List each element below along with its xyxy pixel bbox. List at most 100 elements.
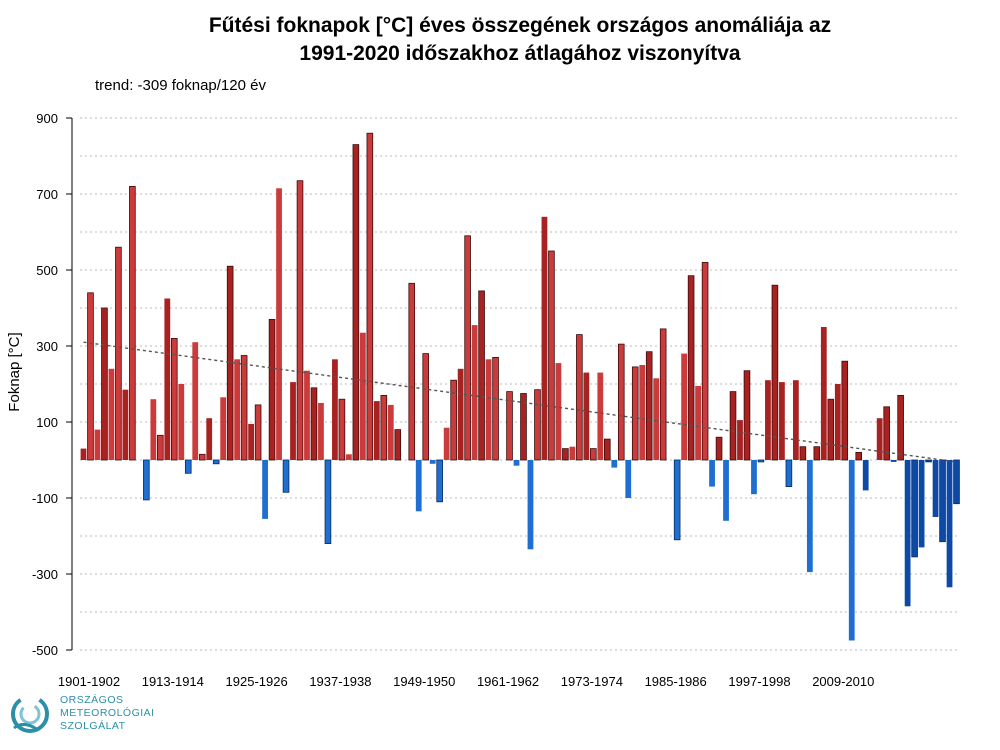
x-tick-label: 1901-1902 — [58, 674, 120, 689]
bar — [737, 420, 743, 460]
bar — [645, 351, 653, 461]
bar — [604, 438, 611, 461]
x-tick-label: 1949-1950 — [393, 674, 455, 689]
y-axis: 900 700 500 300 100 -100 -300 -500 — [32, 111, 73, 658]
y-tick-label: 700 — [36, 187, 58, 202]
bar — [862, 460, 869, 491]
bar — [94, 429, 101, 460]
y-tick-label: 500 — [36, 263, 58, 278]
bar — [422, 353, 430, 461]
bar — [122, 389, 129, 460]
bar — [359, 332, 366, 460]
x-tick-label: 1961-1962 — [477, 674, 539, 689]
omsz-logo: ORSZÁGOS METEOROLÓGIAI SZOLGÁLAT — [8, 690, 208, 745]
bar — [248, 423, 255, 460]
bar — [562, 448, 569, 461]
bar — [639, 365, 646, 460]
bar — [890, 460, 897, 462]
bar — [701, 261, 709, 461]
bar — [157, 434, 164, 461]
x-tick-label: 1913-1914 — [142, 674, 204, 689]
bar — [953, 459, 960, 505]
bar — [415, 460, 422, 512]
bar — [911, 459, 918, 558]
bar — [729, 391, 737, 461]
bar — [184, 459, 192, 474]
bar — [478, 290, 485, 461]
x-axis-labels: 1901-1902 1913-1914 1925-1926 1937-1938 1949… — [58, 674, 874, 689]
bar — [457, 368, 464, 460]
bar — [855, 451, 863, 461]
bar — [262, 460, 268, 519]
bar — [290, 382, 296, 460]
bar — [597, 372, 604, 460]
bar — [946, 460, 953, 588]
y-tick-label: 100 — [36, 415, 58, 430]
trend-line-segment — [83, 341, 957, 463]
bar — [848, 460, 855, 641]
bar — [101, 307, 108, 461]
bar — [792, 380, 799, 460]
bar — [757, 459, 765, 463]
bar — [611, 460, 618, 468]
chart-title-line-1: Fűtési foknapok [°C] éves összegének ors… — [208, 14, 832, 37]
bar — [485, 359, 492, 460]
y-tick-label: 900 — [36, 111, 58, 126]
y-tick-label: -500 — [32, 643, 58, 658]
bar — [254, 404, 262, 461]
bar — [429, 460, 436, 464]
bar — [450, 379, 457, 461]
y-tick-label: 300 — [36, 339, 58, 354]
bar — [918, 460, 925, 548]
y-tick-label: -100 — [32, 491, 58, 506]
bar — [827, 398, 835, 461]
bar — [345, 454, 352, 460]
bar — [653, 378, 660, 460]
x-tick-label: 1973-1974 — [561, 674, 623, 689]
bar — [394, 429, 402, 461]
bar — [129, 185, 136, 461]
bar — [555, 363, 562, 460]
bar — [681, 353, 688, 460]
bar — [576, 334, 583, 461]
bar — [743, 370, 751, 461]
bar — [548, 250, 555, 461]
trend-subtitle: trend: -309 foknap/120 év — [95, 77, 266, 94]
bar — [443, 427, 450, 460]
bar — [380, 394, 388, 461]
bar — [212, 459, 220, 465]
omsz-logo-emblem — [11, 695, 49, 733]
bar — [799, 446, 807, 461]
bar — [659, 328, 667, 461]
bar — [673, 459, 681, 541]
bar — [198, 453, 206, 461]
bar — [541, 216, 548, 460]
bar — [471, 325, 478, 460]
logo-text-line-1: ORSZÁGOS — [60, 694, 124, 706]
bar — [534, 389, 541, 461]
bar — [268, 318, 276, 461]
bar — [206, 418, 213, 460]
x-tick-label: 2009-2010 — [812, 674, 874, 689]
bar — [751, 460, 757, 495]
bar — [513, 460, 520, 466]
bar — [876, 418, 883, 460]
bar — [625, 460, 632, 498]
bar — [806, 460, 813, 573]
bar — [897, 394, 904, 461]
bar — [785, 459, 793, 488]
bar — [631, 366, 639, 461]
bar — [520, 393, 527, 461]
bar — [583, 372, 590, 460]
bar — [164, 298, 171, 460]
bar — [779, 382, 785, 460]
bar — [408, 282, 416, 461]
gridlines — [80, 117, 960, 651]
bar — [296, 180, 304, 461]
bar — [939, 459, 946, 543]
bar — [709, 460, 715, 487]
bar — [687, 275, 695, 461]
x-tick-label: 1997-1998 — [728, 674, 790, 689]
bar — [143, 459, 150, 501]
x-tick-label: 1937-1938 — [309, 674, 371, 689]
